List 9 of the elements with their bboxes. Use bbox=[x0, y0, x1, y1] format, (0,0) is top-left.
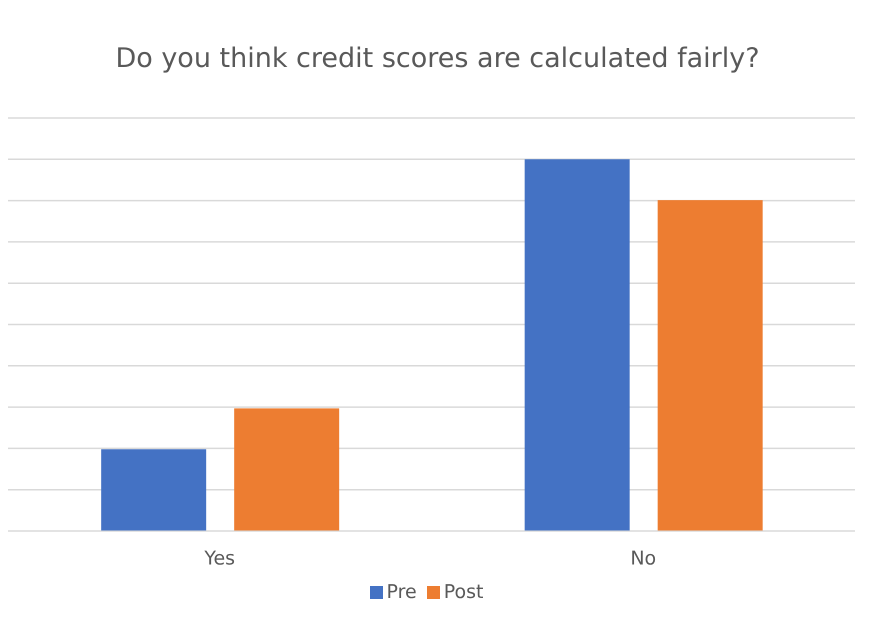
bar bbox=[101, 449, 206, 531]
bar bbox=[658, 200, 763, 531]
chart-title: Do you think credit scores are calculated fairly? bbox=[115, 42, 760, 74]
x-tick-label: Yes bbox=[203, 547, 236, 570]
bar bbox=[524, 159, 630, 531]
x-tick-label: No bbox=[630, 547, 656, 570]
legend-label: Pre bbox=[386, 581, 417, 603]
legend-label: Post bbox=[444, 581, 484, 603]
bar bbox=[234, 408, 340, 531]
